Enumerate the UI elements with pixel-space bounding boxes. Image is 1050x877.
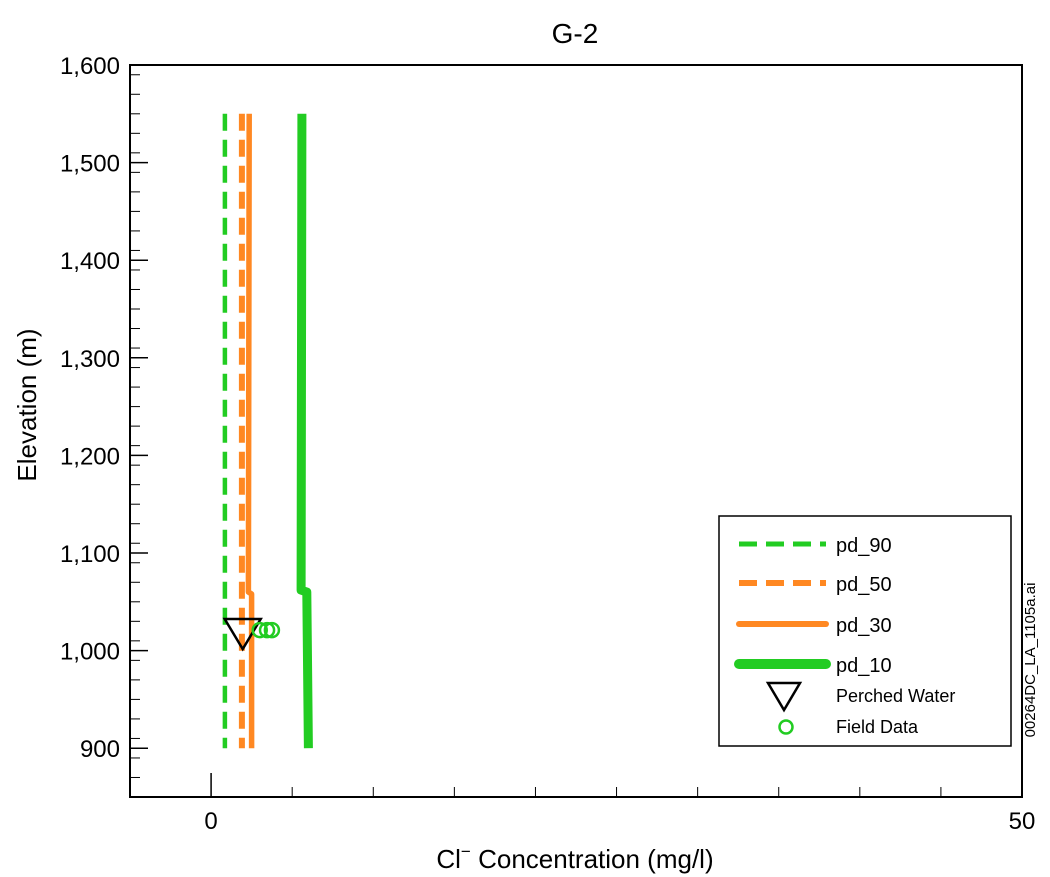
y-tick-label: 1,100 <box>60 541 120 568</box>
field-data-point <box>251 621 268 639</box>
plot-frame <box>129 64 1023 798</box>
legend-swatch-perched-water-icon <box>765 681 803 713</box>
y-tick-label: 1,300 <box>60 346 120 373</box>
legend-label-field-data: Field Data <box>836 717 919 737</box>
series-layer <box>222 113 313 749</box>
y-tick-label: 900 <box>80 736 120 763</box>
y-tick-label: 1,400 <box>60 248 120 275</box>
legend-label-perched-water: Perched Water <box>836 686 955 706</box>
legend: pd_90 pd_50 pd_30 pd_10 Perched Water Fi… <box>718 515 1012 747</box>
x-axis-label-superscript: − <box>461 842 471 861</box>
y-tick-label: 1,000 <box>60 639 120 666</box>
x-tick-label: 50 <box>1009 808 1036 835</box>
legend-swatch-field-data-icon <box>778 719 794 735</box>
plot-axes: 900 1,000 1,100 1,200 1,300 1,400 1,500 1,600 0 5… <box>60 53 1035 835</box>
legend-label-pd-30: pd_30 <box>836 615 892 637</box>
y-axis-label: Elevation (m) <box>12 328 42 481</box>
series-line-pd-10 <box>296 113 313 749</box>
markers-layer <box>222 617 281 652</box>
x-tick-label: 0 <box>204 808 217 835</box>
legend-label-pd-10: pd_10 <box>836 655 892 677</box>
legend-label-pd-50: pd_50 <box>836 574 892 596</box>
field-data-point <box>263 621 281 639</box>
y-tick-label: 1,600 <box>60 53 120 80</box>
x-axis-label-prefix: Cl <box>436 844 461 874</box>
file-watermark: 00264DC_LA_1105a.ai <box>1022 583 1039 738</box>
y-tick-label: 1,500 <box>60 151 120 178</box>
series-line-pd-30 <box>245 113 255 749</box>
x-axis-label: Cl− Concentration (mg/l) <box>436 842 713 874</box>
field-data-point <box>258 621 276 639</box>
y-tick-label: 1,200 <box>60 443 120 470</box>
x-axis-label-suffix: Concentration (mg/l) <box>471 844 714 874</box>
perched-water-marker <box>222 617 263 652</box>
legend-box <box>718 515 1012 747</box>
chart-title: G-2 <box>552 18 599 49</box>
legend-label-pd-90: pd_90 <box>836 535 892 557</box>
